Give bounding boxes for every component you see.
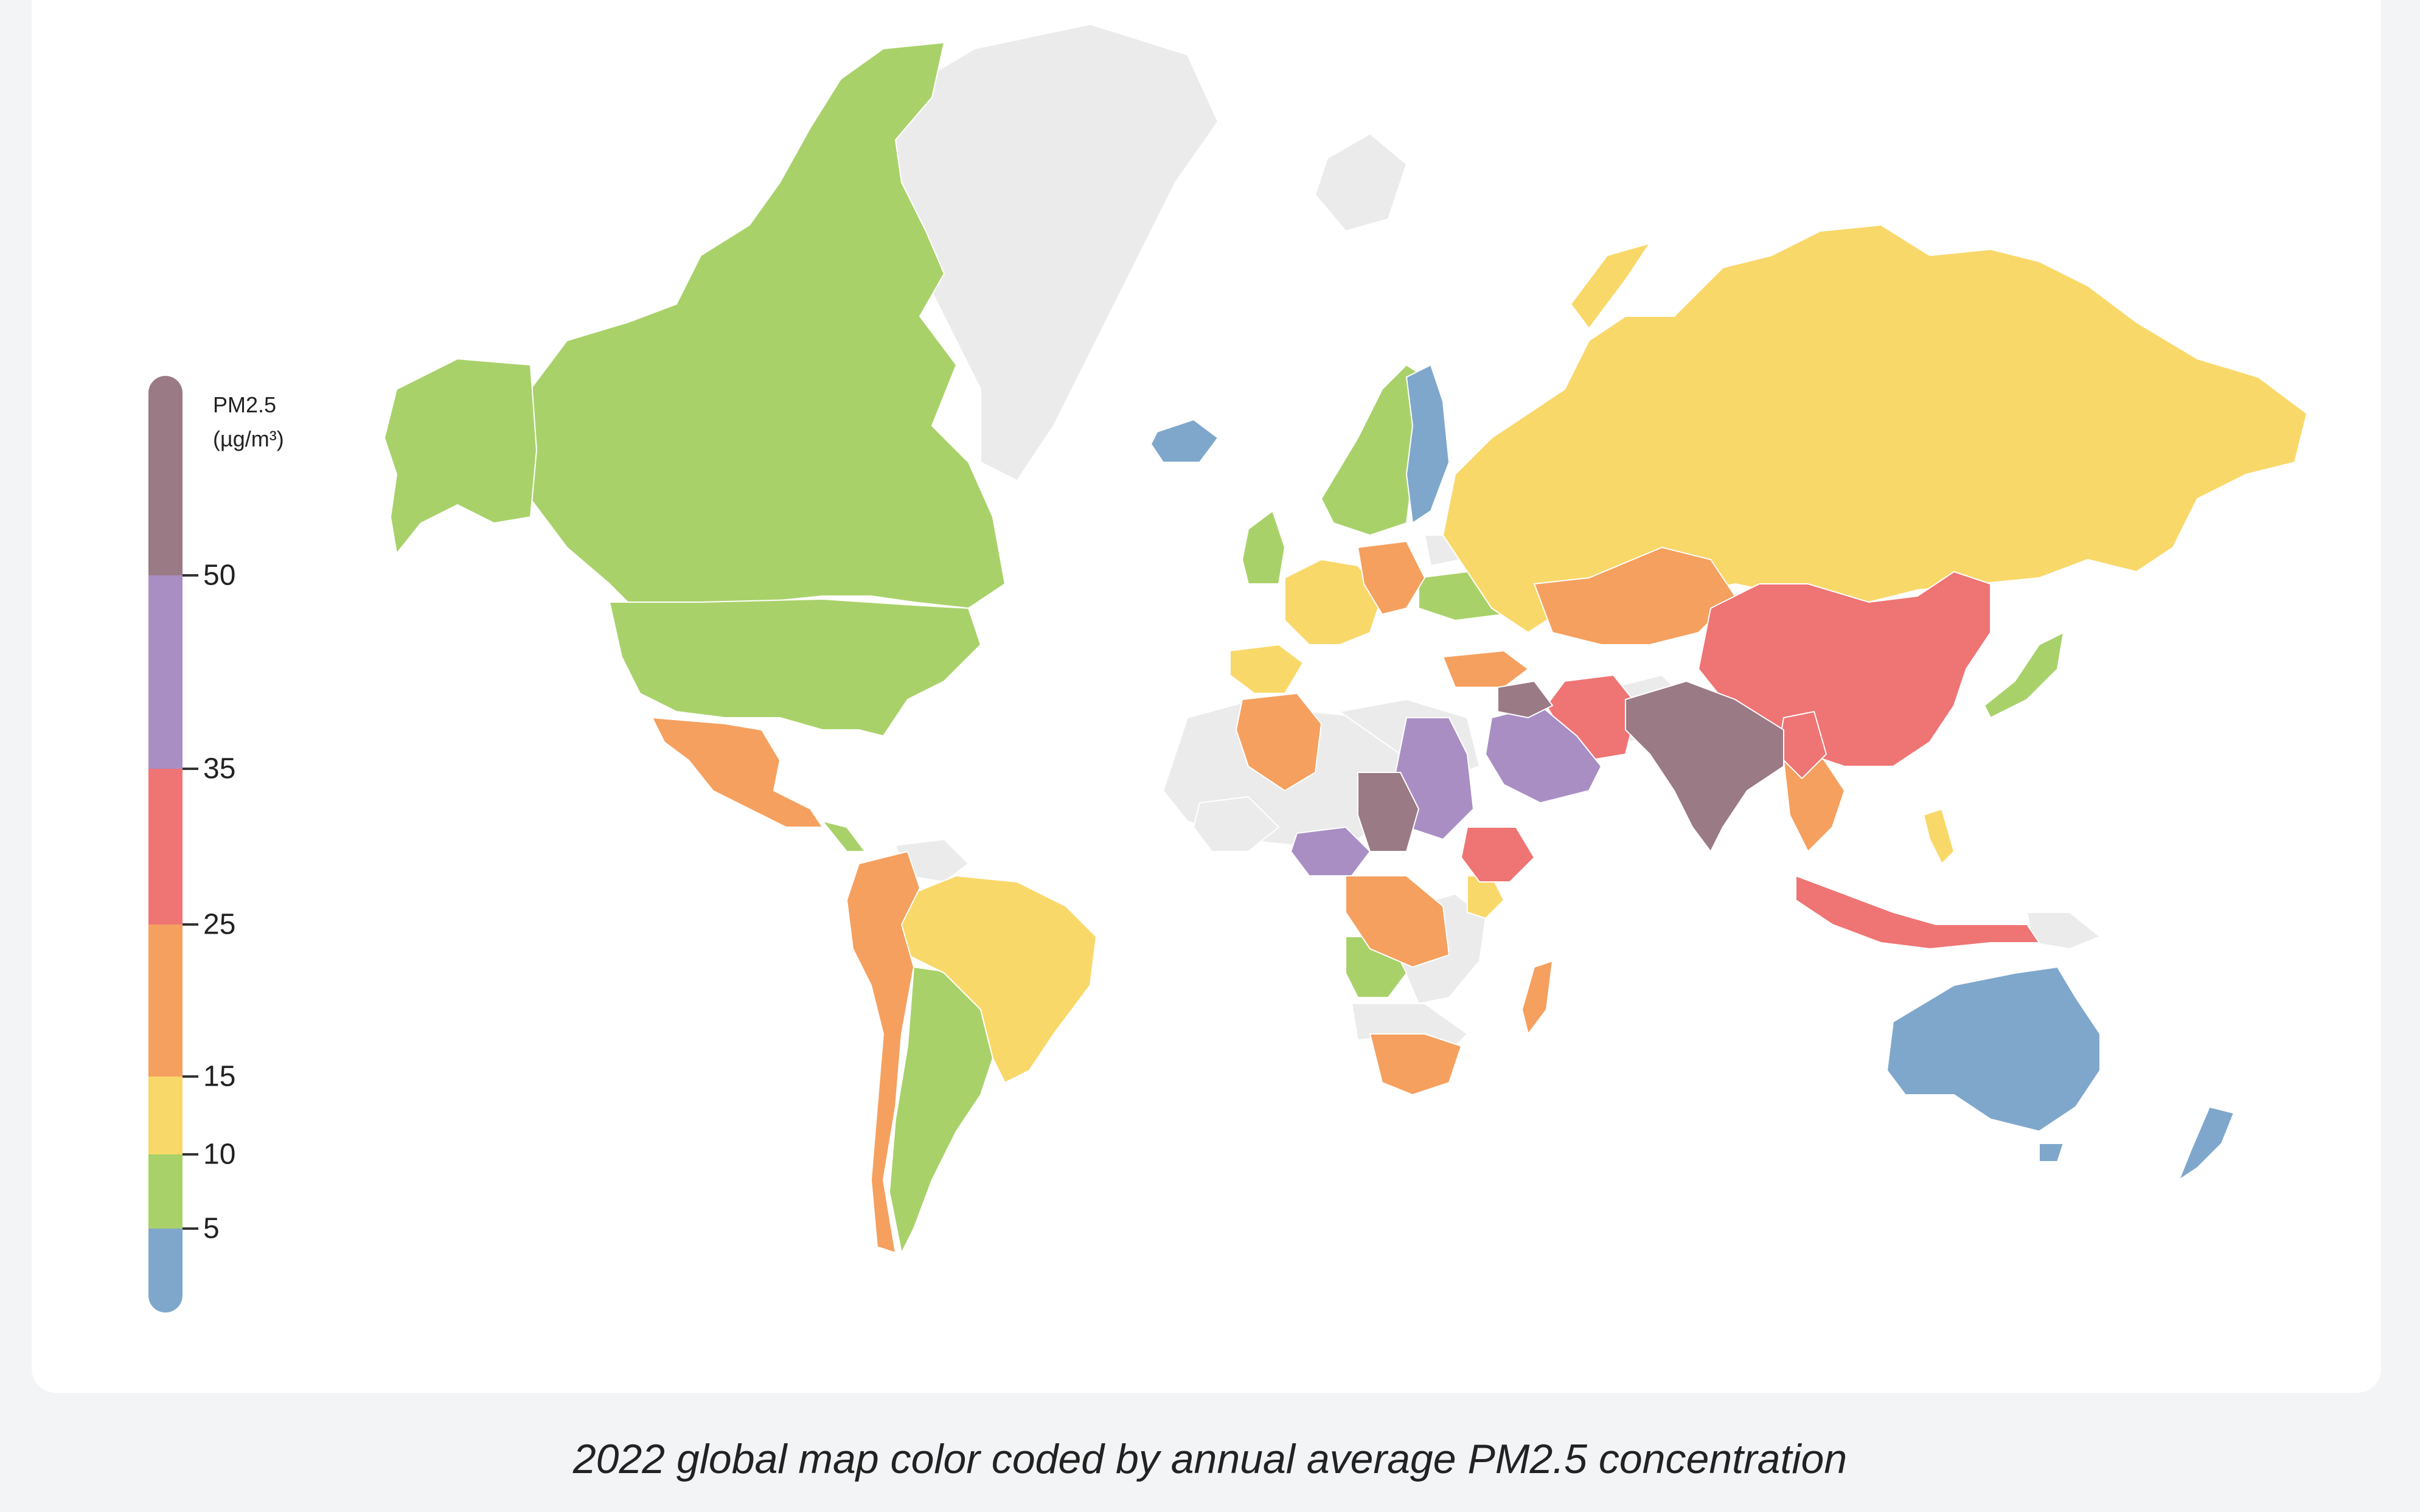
region-iraq[interactable] xyxy=(1497,680,1554,719)
region-nigeria[interactable] xyxy=(1290,826,1371,876)
legend-seg-35-50 xyxy=(148,575,183,769)
legend-title: PM2.5 (µg/m³) xyxy=(213,388,284,456)
region-brazil[interactable] xyxy=(882,875,1097,1084)
region-west-africa-nd[interactable] xyxy=(1192,796,1280,852)
region-usa[interactable] xyxy=(608,598,982,737)
region-australia[interactable] xyxy=(1886,966,2101,1132)
region-cr[interactable] xyxy=(821,820,866,852)
region-japan[interactable] xyxy=(1983,631,2065,719)
legend-tick-label-10: 10 xyxy=(203,1138,236,1171)
region-andes[interactable] xyxy=(846,850,921,1254)
green-regions xyxy=(383,41,2065,1255)
region-new-zealand[interactable] xyxy=(2177,1106,2235,1182)
legend-tick-label-50: 50 xyxy=(203,559,236,592)
orange-regions xyxy=(651,540,1846,1254)
pm25-legend: PM2.5 (µg/m³) 50 35 25 15 10 5 xyxy=(116,376,359,1319)
legend-seg-25-35 xyxy=(148,769,183,924)
region-iceland[interactable] xyxy=(1150,418,1219,463)
legend-tick-5 xyxy=(183,1227,198,1230)
red-regions xyxy=(1460,570,2040,950)
region-mexico[interactable] xyxy=(651,716,824,828)
region-western-europe[interactable] xyxy=(1284,558,1383,645)
region-chad[interactable] xyxy=(1357,772,1420,852)
region-indonesia[interactable] xyxy=(1795,875,2040,950)
legend-seg-5-10 xyxy=(148,1154,183,1229)
region-novaya-zemlya[interactable] xyxy=(1570,242,1652,330)
legend-seg-10-15 xyxy=(148,1077,183,1154)
yellow-regions xyxy=(882,224,2308,1084)
region-iberia[interactable] xyxy=(1229,643,1304,694)
region-central-africa[interactable] xyxy=(1345,875,1450,968)
region-alaska[interactable] xyxy=(383,358,538,555)
legend-tick-label-5: 5 xyxy=(203,1212,220,1245)
legend-tick-label-25: 25 xyxy=(203,908,236,941)
region-ethiopia[interactable] xyxy=(1460,827,1535,883)
legend-tick-label-15: 15 xyxy=(203,1060,236,1093)
legend-seg-15-25 xyxy=(148,924,183,1077)
region-south-asia[interactable] xyxy=(1625,680,1784,853)
legend-tick-25 xyxy=(183,923,198,926)
region-madagascar[interactable] xyxy=(1521,960,1554,1036)
legend-seg-gt50 xyxy=(148,376,183,575)
map-card: PM2.5 (µg/m³) 50 35 25 15 10 5 xyxy=(32,0,2381,1393)
region-russia[interactable] xyxy=(1442,224,2308,634)
world-map xyxy=(383,23,2308,1255)
region-algeria[interactable] xyxy=(1235,692,1323,792)
region-finland[interactable] xyxy=(1405,364,1450,524)
region-eastern-europe[interactable] xyxy=(1357,540,1426,616)
legend-tick-50 xyxy=(183,574,198,577)
legend-title-line1: PM2.5 xyxy=(213,392,277,417)
legend-tick-label-35: 35 xyxy=(203,752,236,785)
region-svalbard[interactable] xyxy=(1314,133,1408,232)
map-caption: 2022 global map color coded by annual av… xyxy=(572,1436,1848,1482)
blue-regions xyxy=(1150,364,2235,1182)
region-philippines[interactable] xyxy=(1922,808,1955,865)
region-turkey[interactable] xyxy=(1442,650,1529,688)
legend-title-line2: (µg/m³) xyxy=(213,426,284,451)
region-southern-africa[interactable] xyxy=(1369,1033,1462,1096)
brown-regions xyxy=(1357,680,1784,853)
legend-color-bar xyxy=(148,376,183,1313)
region-tasmania[interactable] xyxy=(2039,1143,2065,1162)
region-arabia[interactable] xyxy=(1484,704,1602,804)
legend-tick-35 xyxy=(183,768,198,770)
region-uk[interactable] xyxy=(1241,510,1286,584)
legend-tick-15 xyxy=(183,1075,198,1078)
legend-seg-lt5 xyxy=(148,1229,183,1313)
legend-tick-10 xyxy=(183,1153,198,1156)
